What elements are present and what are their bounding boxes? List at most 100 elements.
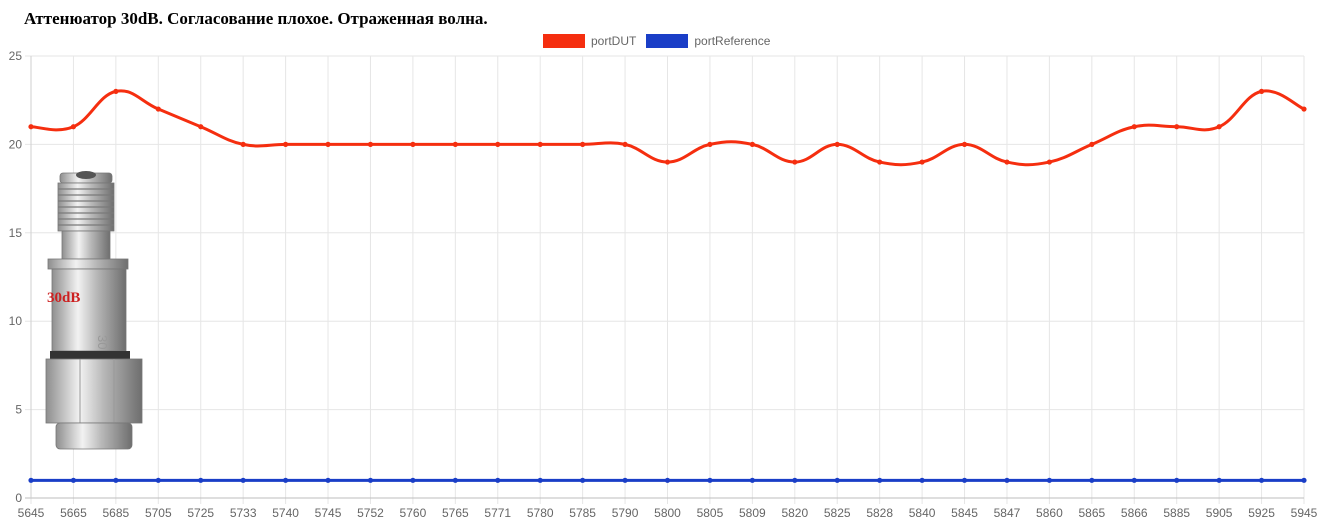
x-tick-label: 5771: [484, 506, 511, 520]
data-point-portReference: [113, 477, 119, 483]
x-tick-label: 5765: [442, 506, 469, 520]
data-point-portDUT: [580, 141, 586, 147]
data-point-portDUT: [198, 124, 204, 130]
legend-label-portreference: portReference: [694, 34, 771, 48]
legend-swatch-portdut: [543, 34, 585, 48]
data-point-portReference: [1046, 477, 1052, 483]
data-point-portReference: [1258, 477, 1265, 483]
x-tick-label: 5945: [1291, 506, 1318, 520]
data-point-portDUT: [1174, 124, 1180, 130]
data-point-portDUT: [325, 141, 331, 147]
x-tick-label: 5840: [909, 506, 936, 520]
data-point-portReference: [1216, 477, 1222, 483]
x-tick-label: 5885: [1163, 506, 1190, 520]
data-point-portDUT: [664, 159, 671, 165]
data-point-portReference: [1301, 477, 1307, 483]
x-tick-label: 5800: [654, 506, 681, 520]
data-point-portDUT: [707, 141, 713, 147]
data-point-portReference: [367, 477, 374, 483]
y-tick-label: 20: [9, 137, 23, 151]
y-tick-label: 5: [15, 403, 22, 417]
legend-label-portdut: portDUT: [591, 34, 637, 48]
data-point-portReference: [452, 477, 458, 483]
data-point-portDUT: [1131, 124, 1137, 130]
data-point-portDUT: [919, 159, 925, 165]
x-tick-label: 5725: [187, 506, 214, 520]
data-point-portReference: [622, 477, 628, 483]
data-point-portDUT: [1216, 124, 1222, 130]
data-point-portReference: [961, 477, 968, 483]
data-point-portDUT: [834, 141, 840, 147]
legend-item-portdut[interactable]: portDUT: [543, 34, 636, 48]
data-point-portDUT: [113, 88, 119, 94]
data-point-portReference: [198, 477, 204, 483]
legend-swatch-portreference: [646, 34, 689, 48]
data-point-portDUT: [70, 124, 77, 130]
data-point-portDUT: [240, 141, 246, 147]
data-point-portReference: [495, 477, 501, 483]
x-tick-label: 5925: [1248, 506, 1275, 520]
data-point-portReference: [1131, 477, 1137, 483]
data-point-portDUT: [1046, 159, 1052, 165]
x-tick-label: 5865: [1078, 506, 1105, 520]
x-tick-label: 5809: [739, 506, 766, 520]
x-tick-label: 5847: [994, 506, 1021, 520]
data-point-portDUT: [792, 159, 798, 165]
data-point-portDUT: [749, 141, 755, 147]
data-point-portReference: [1089, 477, 1095, 483]
y-tick-label: 0: [15, 491, 22, 505]
data-point-portReference: [70, 477, 77, 483]
data-point-portDUT: [155, 106, 161, 112]
x-tick-label: 5866: [1121, 506, 1148, 520]
x-tick-label: 5845: [951, 506, 978, 520]
data-point-portReference: [580, 477, 586, 483]
data-point-portReference: [28, 477, 34, 483]
data-point-portDUT: [452, 141, 458, 147]
data-point-portDUT: [28, 124, 34, 130]
x-tick-label: 5820: [781, 506, 808, 520]
legend-item-portreference[interactable]: portReference: [646, 34, 770, 48]
attenuator-photo: 30 dB: [45, 171, 143, 450]
data-point-portDUT: [367, 141, 374, 147]
x-tick-label: 5740: [272, 506, 299, 520]
x-tick-label: 5705: [145, 506, 172, 520]
legend: portDUT portReference: [543, 33, 780, 49]
data-point-portDUT: [1004, 159, 1010, 165]
x-tick-label: 5745: [315, 506, 342, 520]
data-point-portDUT: [1301, 106, 1307, 112]
data-point-portDUT: [622, 141, 628, 147]
x-tick-label: 5905: [1206, 506, 1233, 520]
x-tick-label: 5645: [18, 506, 45, 520]
y-tick-label: 10: [9, 314, 23, 328]
data-point-portDUT: [1258, 88, 1265, 94]
data-point-portReference: [325, 477, 331, 483]
x-tick-label: 5805: [697, 506, 724, 520]
data-point-portReference: [155, 477, 161, 483]
x-tick-label: 5860: [1036, 506, 1063, 520]
attenuator-label: 30dB: [47, 290, 81, 306]
data-point-portDUT: [537, 141, 543, 147]
x-tick-label: 5760: [400, 506, 427, 520]
x-tick-label: 5752: [357, 506, 384, 520]
data-point-portDUT: [961, 141, 968, 147]
x-tick-label: 5733: [230, 506, 257, 520]
data-point-portDUT: [877, 159, 883, 165]
data-point-portReference: [834, 477, 840, 483]
data-point-portDUT: [1089, 141, 1095, 147]
data-point-portReference: [537, 477, 543, 483]
data-point-portReference: [877, 477, 883, 483]
data-point-portDUT: [410, 141, 416, 147]
data-point-portReference: [1174, 477, 1180, 483]
x-tick-label: 5785: [569, 506, 596, 520]
y-tick-label: 15: [9, 226, 23, 240]
data-point-portReference: [410, 477, 416, 483]
x-tick-label: 5790: [612, 506, 639, 520]
data-point-portReference: [1004, 477, 1010, 483]
x-tick-label: 5685: [103, 506, 130, 520]
data-point-portReference: [792, 477, 798, 483]
data-point-portReference: [707, 477, 713, 483]
y-tick-label: 25: [9, 49, 23, 63]
x-tick-label: 5665: [60, 506, 87, 520]
data-point-portReference: [919, 477, 925, 483]
